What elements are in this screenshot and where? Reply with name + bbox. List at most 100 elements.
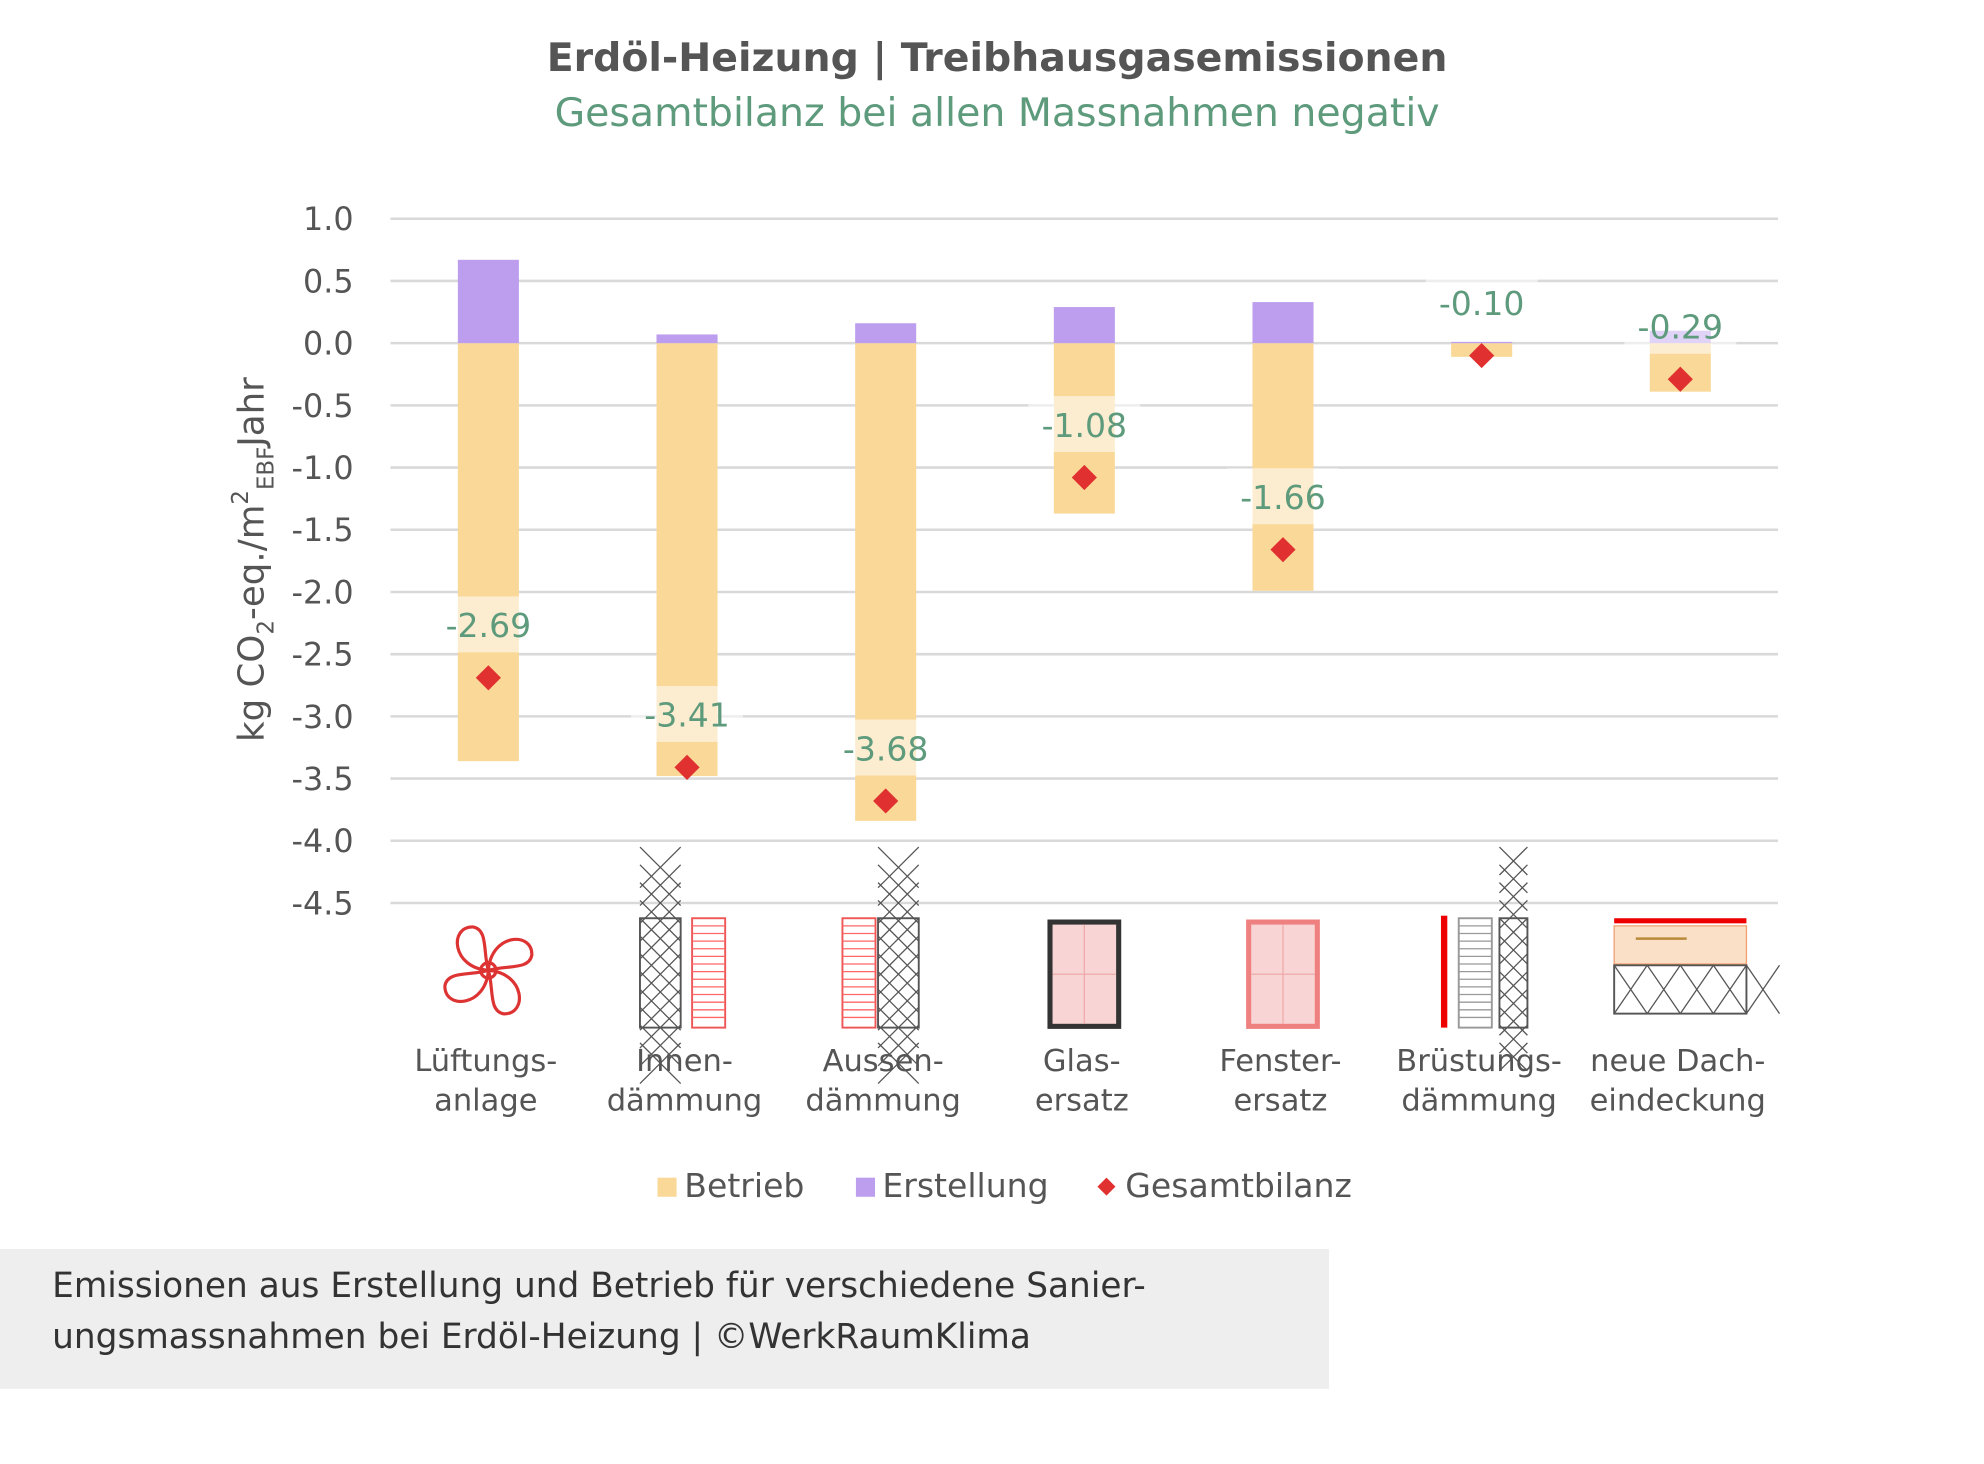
hatch-line [877, 1042, 920, 1085]
hatch-line [877, 846, 920, 889]
legend-swatch-betrieb [657, 1177, 677, 1197]
data-label-background [1028, 396, 1141, 453]
x-category-label: eindeckung [1590, 1083, 1766, 1118]
hatch-line [639, 935, 682, 978]
marker-gesamtbilanz [1270, 537, 1296, 563]
y-axis-label: kg CO2-eq./m2EBFJahr [228, 377, 279, 742]
marker-gesamtbilanz [873, 788, 899, 814]
insulation-layer [841, 917, 877, 1029]
fan-icon [443, 925, 534, 1016]
data-label: -0.29 [1638, 308, 1724, 347]
hatch-line [877, 1024, 920, 1067]
y-tick-label: 0.5 [303, 263, 354, 300]
data-label: -1.66 [1240, 478, 1326, 517]
data-label-background [829, 719, 942, 776]
hatch-line [877, 989, 920, 1031]
legend-item-betrieb: Betrieb [657, 1167, 805, 1206]
hatch-line [639, 882, 682, 924]
roof-structure [1613, 964, 1748, 1015]
hatch-line [639, 1006, 682, 1049]
legend: Betrieb Erstellung Gesamtbilanz [0, 1168, 1984, 1206]
glass-replacement-icon [1047, 919, 1122, 1029]
insulation-layer [1457, 917, 1493, 1029]
data-label-background [1425, 274, 1538, 331]
hatch-line [877, 864, 920, 906]
data-label: -3.41 [644, 696, 730, 735]
x-category-label: anlage [434, 1083, 537, 1118]
caption-line-1: Emissionen aus Erstellung und Betrieb fü… [52, 1266, 1146, 1307]
hatch-line [877, 917, 920, 960]
y-tick-label: 0.0 [303, 326, 354, 363]
window-replacement-icon [1246, 919, 1320, 1029]
hatch-line [1646, 964, 1681, 1014]
y-tick-label: 1.0 [303, 201, 354, 238]
y-tick-label: -1.5 [292, 512, 354, 549]
interior-insulation-icon [639, 846, 727, 1085]
y-tick-label: -2.0 [292, 574, 354, 611]
legend-label-gesamtbilanz: Gesamtbilanz [1125, 1167, 1352, 1206]
x-category-label: Lüftungs- [414, 1044, 557, 1079]
y-tick-label: -2.5 [292, 637, 354, 674]
marker-gesamtbilanz [674, 754, 700, 780]
chart-subtitle: Gesamtbilanz bei allen Massnahmen negati… [554, 90, 1440, 137]
fan-blade [443, 968, 490, 1003]
bar-erstellung [656, 334, 718, 344]
hatch-line [877, 971, 920, 1013]
legend-label-betrieb: Betrieb [684, 1167, 805, 1206]
marker-gesamtbilanz [475, 665, 501, 691]
parapet-insulation-icon [1440, 846, 1529, 1072]
hatch-line [639, 1042, 682, 1085]
hatch-line [639, 971, 682, 1013]
roof-insulation [1613, 925, 1748, 965]
marker-gesamtbilanz [1469, 343, 1495, 369]
hatch-line [639, 864, 682, 906]
hatch-line [1745, 964, 1781, 1014]
fan-blade [455, 925, 490, 972]
masonry-hatch [1498, 917, 1529, 1029]
x-category-label: Glas- [1043, 1044, 1121, 1079]
bar-erstellung [1053, 307, 1115, 344]
x-category-label: Fenster- [1219, 1044, 1341, 1079]
hatch-line [1712, 964, 1747, 1014]
x-category-label: dämmung [805, 1083, 961, 1118]
legend-item-erstellung: Erstellung [855, 1167, 1049, 1206]
data-label: -1.08 [1042, 406, 1128, 445]
marker-gesamtbilanz [1071, 464, 1097, 491]
y-tick-label: -0.5 [292, 388, 354, 425]
data-label: -2.69 [446, 606, 532, 645]
hatch-line [877, 899, 920, 942]
hatch-line [639, 846, 682, 889]
exterior-insulation-icon [841, 846, 920, 1085]
bar-erstellung [855, 323, 917, 344]
caption-box: Emissionen aus Erstellung und Betrieb fü… [0, 1248, 1330, 1389]
y-tick-label: -1.0 [292, 450, 354, 487]
hatch-line [877, 1006, 920, 1049]
data-label-background [432, 596, 545, 653]
parapet-red-line [1440, 915, 1448, 1028]
y-tick-label: -4.5 [292, 885, 354, 922]
fan-blade [486, 968, 521, 1016]
x-category-label: Innen- [636, 1044, 733, 1079]
data-label-background [1624, 297, 1737, 354]
roof-covering-icon [1613, 918, 1781, 1015]
caption-line-2: ungsmassnahmen bei Erdöl-Heizung | ©Werk… [52, 1317, 1031, 1358]
hatch-line [877, 935, 920, 978]
fan-blade [486, 937, 534, 972]
x-category-label: Brüstungs- [1396, 1044, 1562, 1079]
insulation-layer [691, 917, 727, 1029]
hatch-line [1679, 964, 1714, 1014]
bar-betrieb [457, 343, 519, 762]
bar-erstellung [1252, 302, 1314, 344]
legend-label-erstellung: Erstellung [882, 1167, 1049, 1206]
data-label: -3.68 [843, 729, 929, 768]
legend-diamond-gesamtbilanz [1097, 1177, 1116, 1196]
bar-erstellung [1451, 341, 1513, 344]
legend-swatch-erstellung [855, 1177, 875, 1197]
x-category-label: ersatz [1233, 1083, 1327, 1118]
hatch-line [877, 953, 920, 995]
hatch-line [1499, 1042, 1528, 1072]
hatch-line [1613, 964, 1648, 1014]
hatch-line [877, 882, 920, 924]
